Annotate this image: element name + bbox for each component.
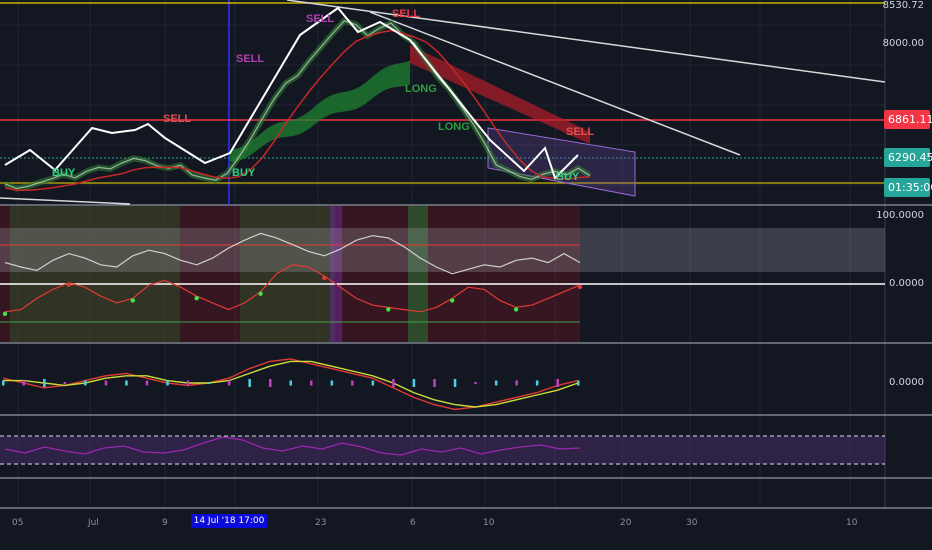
- oscillator-zone-bull-2: [240, 206, 335, 342]
- signal-label-3: LONG: [405, 83, 437, 95]
- oscillator-zone-bear: [0, 206, 580, 342]
- price-tag-last: 6290.45: [884, 148, 932, 167]
- crosshair-time-label: 14 Jul '18 17:00: [191, 514, 267, 528]
- oscillator-zone-bull-3: [408, 206, 428, 342]
- rsi-series: [4, 436, 581, 456]
- trendline-long: [286, 0, 886, 83]
- oscillator-series-1: [4, 264, 581, 313]
- macd-histogram-bar: [207, 382, 210, 384]
- macd-histogram-bar: [351, 380, 354, 386]
- oscillator-dot: [130, 298, 135, 303]
- signal-label-8: SELL: [236, 53, 264, 65]
- signal-label-1: BUY: [232, 167, 256, 179]
- macd-histogram-bar: [84, 380, 87, 386]
- macd-series-0: [2, 358, 579, 411]
- macd-histogram-bar: [227, 380, 231, 386]
- signal-label-5: SELL: [306, 13, 334, 25]
- oscillator-dot: [2, 311, 8, 316]
- moving-average-line: [4, 29, 591, 191]
- signal-label-0: SELL: [392, 8, 420, 20]
- macd-histogram-bar: [371, 380, 375, 386]
- oscillator-dot: [322, 275, 327, 281]
- macd-histogram-bar: [433, 379, 436, 387]
- signal-label-2: SELL: [163, 113, 191, 125]
- macd-histogram-bar: [289, 380, 292, 386]
- macd-histogram-bar: [125, 380, 128, 386]
- macd-histogram-bar: [63, 382, 67, 384]
- signal-label-6: LONG: [438, 121, 470, 133]
- trendline-bottom: [0, 197, 131, 205]
- time-axis-label-10b: 10: [846, 518, 858, 528]
- time-axis-label-10: 10: [483, 518, 495, 528]
- macd-histogram-bar: [310, 380, 313, 386]
- time-axis-label-23: 23: [315, 518, 327, 528]
- macd-histogram-bar: [166, 380, 169, 386]
- time-axis-label-30: 30: [686, 518, 698, 528]
- zigzag-line: [4, 6, 579, 180]
- macd-histogram-bar: [330, 380, 334, 386]
- oscillator-dot: [66, 282, 72, 287]
- price-axis-tick-8000: 8000.00: [882, 38, 924, 49]
- oscillator-axis-100: 100.0000: [876, 210, 924, 221]
- macd-histogram-bar: [22, 380, 25, 386]
- oscillator-dot: [577, 284, 583, 290]
- oscillator-dot: [258, 291, 263, 296]
- signal-label-7: BUY: [556, 171, 580, 183]
- oscillator-series-0: [4, 232, 581, 275]
- oscillator-overbought-band: [0, 228, 885, 272]
- oscillator-axis-0: 0.0000: [889, 278, 924, 289]
- macd-histogram-bar: [248, 379, 251, 387]
- macd-histogram-bar: [577, 380, 580, 386]
- macd-histogram-bar: [535, 380, 539, 386]
- time-axis-label-20: 20: [620, 518, 632, 528]
- macd-histogram-bar: [43, 379, 46, 387]
- macd-histogram-bar: [2, 380, 5, 386]
- time-axis-label-6: 6: [410, 518, 416, 528]
- oscillator-dot: [513, 307, 519, 312]
- time-axis-label-05: 05: [12, 518, 24, 528]
- oscillator-dot: [386, 307, 391, 312]
- time-axis-label-jul: Jul: [88, 518, 99, 528]
- oscillator-zone-purple: [330, 206, 342, 342]
- cloud-bearish: [410, 45, 590, 144]
- signal-label-9: BUY: [52, 167, 76, 179]
- oscillator-dot: [450, 298, 455, 303]
- oscillator-dot: [194, 296, 199, 301]
- macd-histogram-bar: [412, 379, 416, 387]
- oscillator-zone-bull-1: [10, 206, 180, 342]
- macd-histogram-bar: [474, 382, 477, 384]
- rsi-band: [0, 436, 885, 464]
- macd-histogram-bar: [494, 380, 498, 386]
- macd-histogram-bar: [515, 380, 518, 386]
- trendline-descending: [369, 11, 741, 156]
- time-axis-label-9: 9: [162, 518, 168, 528]
- price-axis-top-partial: 8530.72: [882, 0, 924, 11]
- macd-axis-0: 0.0000: [889, 377, 924, 388]
- macd-histogram-bar: [392, 379, 395, 387]
- time-axis: [0, 509, 885, 550]
- macd-histogram-bar: [104, 380, 108, 386]
- price-series-line: [4, 20, 591, 190]
- macd-histogram-bar: [269, 379, 272, 387]
- macd-series-1: [3, 360, 579, 408]
- macd-histogram-bar: [145, 380, 149, 386]
- macd-histogram-bar: [186, 380, 190, 386]
- signal-label-4: SELL: [566, 126, 594, 138]
- price-tag-resistance: 6861.11: [884, 110, 932, 129]
- cloud-bullish: [230, 60, 410, 163]
- macd-histogram-bar: [556, 379, 559, 387]
- macd-histogram-bar: [453, 379, 457, 387]
- price-tag-countdown: 01:35:00: [884, 178, 932, 197]
